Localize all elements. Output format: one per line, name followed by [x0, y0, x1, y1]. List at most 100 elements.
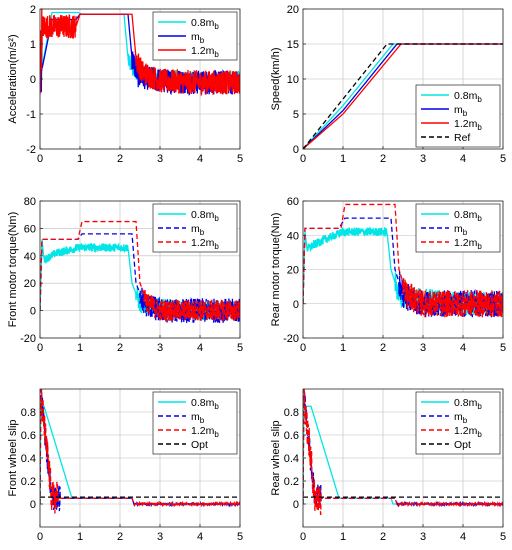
y-tick-label: 0 — [30, 499, 36, 511]
x-tick-label: 0 — [37, 342, 43, 354]
y-axis-label: Acceleration(m/s²) — [7, 34, 19, 123]
y-tick-label: 15 — [287, 39, 299, 51]
x-tick-label: 5 — [237, 342, 243, 354]
series-line-1-2m-b — [303, 389, 503, 516]
x-tick-label: 0 — [300, 342, 306, 354]
series-group — [303, 389, 503, 516]
x-tick-label: 3 — [420, 342, 426, 354]
x-tick-label: 4 — [460, 342, 466, 354]
y-tick-label: 60 — [287, 196, 299, 208]
y-tick-label: 40 — [24, 251, 36, 263]
series-line-0-8m-b — [40, 239, 240, 321]
y-tick-label: -20 — [20, 333, 36, 345]
x-tick-label: 3 — [157, 342, 163, 354]
y-tick-label: 20 — [287, 4, 299, 16]
x-tick-label: 0 — [300, 531, 306, 543]
y-tick-label: 0.2 — [284, 476, 299, 488]
x-tick-label: 3 — [157, 153, 163, 165]
series-line-1-2m-b — [40, 9, 240, 97]
y-tick-label: 20 — [287, 265, 299, 277]
legend-label: 0.8mb — [454, 397, 482, 411]
x-tick-label: 5 — [500, 153, 506, 165]
legend-label: 1.2mb — [191, 237, 219, 251]
x-tick-label: 0 — [37, 531, 43, 543]
legend-label: 0.8mb — [454, 209, 482, 223]
y-tick-label: 0.4 — [21, 453, 36, 465]
x-tick-label: 5 — [237, 153, 243, 165]
x-tick-label: 0 — [37, 153, 43, 165]
axes-frame — [39, 200, 241, 339]
y-tick-label: 10 — [287, 74, 299, 86]
y-tick-label: 0.4 — [284, 453, 299, 465]
y-tick-label: -20 — [283, 333, 299, 345]
x-tick-label: 0 — [300, 153, 306, 165]
y-tick-label: 40 — [287, 230, 299, 242]
y-tick-label: 0.2 — [21, 476, 36, 488]
legend-label: 0.8mb — [191, 209, 219, 223]
y-tick-label: 0 — [30, 74, 36, 86]
legend-label: 1.2mb — [454, 425, 482, 439]
x-tick-label: 1 — [340, 342, 346, 354]
x-tick-label: 5 — [500, 342, 506, 354]
x-tick-label: 5 — [237, 531, 243, 543]
y-tick-label: -1 — [26, 109, 36, 121]
y-tick-label: 5 — [293, 109, 299, 121]
x-tick-label: 5 — [500, 531, 506, 543]
legend-label: Ref — [454, 132, 470, 144]
series-group — [40, 220, 240, 324]
y-axis-label: Front wheel slip — [7, 419, 19, 496]
x-tick-label: 1 — [77, 342, 83, 354]
series-group — [40, 9, 240, 97]
y-axis-label: Rear motor torque(Nm) — [270, 213, 282, 327]
y-tick-label: 0 — [293, 144, 299, 156]
x-tick-label: 2 — [117, 153, 123, 165]
x-tick-label: 3 — [420, 531, 426, 543]
x-tick-label: 1 — [77, 531, 83, 543]
legend-label: Opt — [454, 439, 471, 451]
y-axis-label: Rear wheel slip — [270, 420, 282, 495]
x-tick-label: 3 — [157, 531, 163, 543]
series-line-1-2m-b — [40, 389, 240, 514]
series-line-Ref — [303, 43, 503, 149]
x-tick-label: 4 — [460, 531, 466, 543]
y-tick-label: 0.6 — [21, 430, 36, 442]
legend-label: 1.2mb — [454, 118, 482, 132]
legend-label: 0.8mb — [454, 90, 482, 104]
y-tick-label: 2 — [30, 4, 36, 16]
x-tick-label: 4 — [197, 342, 203, 354]
y-tick-label: 0 — [293, 499, 299, 511]
y-tick-label: 80 — [24, 196, 36, 208]
legend-label: 1.2mb — [191, 425, 219, 439]
series-group — [303, 203, 503, 318]
x-tick-label: 2 — [380, 153, 386, 165]
series-group — [303, 43, 503, 149]
x-tick-label: 1 — [340, 531, 346, 543]
x-tick-label: 1 — [77, 153, 83, 165]
y-tick-label: -2 — [26, 144, 36, 156]
legend-label: 0.8mb — [191, 17, 219, 31]
y-tick-label: 0 — [30, 306, 36, 318]
series-group — [40, 389, 240, 514]
y-tick-label: 0.8 — [284, 407, 299, 419]
y-tick-label: 60 — [24, 223, 36, 235]
y-tick-label: 0.6 — [284, 430, 299, 442]
x-tick-label: 2 — [380, 531, 386, 543]
y-axis-label: Speed(km/h) — [270, 48, 282, 111]
series-line-m-b — [40, 233, 240, 324]
x-tick-label: 2 — [380, 342, 386, 354]
legend-label: Opt — [191, 439, 208, 451]
x-tick-label: 4 — [197, 531, 203, 543]
y-tick-label: 0.8 — [21, 407, 36, 419]
